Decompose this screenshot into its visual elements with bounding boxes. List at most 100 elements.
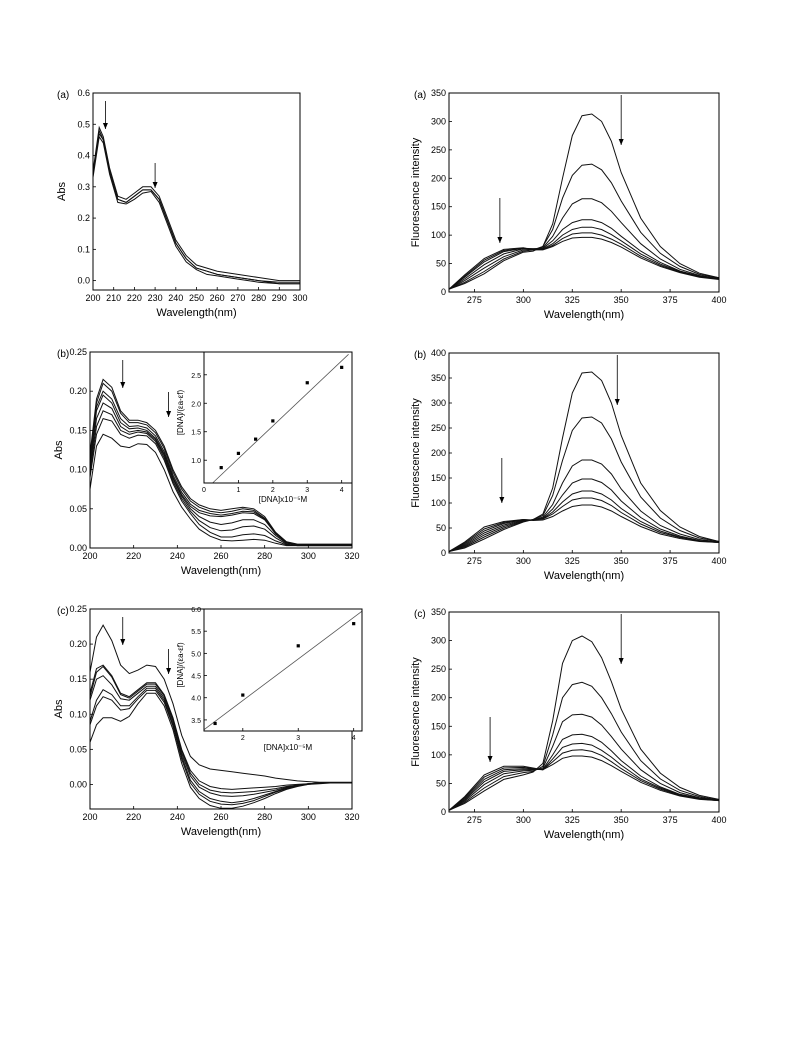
fl-b-y-tick-label: 300 (431, 398, 446, 408)
fl-b-y-tick-label: 350 (431, 373, 446, 383)
uv-a-y-tick-label: 0.0 (77, 276, 90, 286)
fl-c-x-tick-label: 300 (516, 815, 531, 825)
uv-b-inset-x-title: [DNA]x10⁻⁵M (259, 495, 308, 504)
uv-b-x-tick-label: 280 (257, 551, 272, 561)
uv-c-x-tick-label: 240 (170, 812, 185, 822)
fl-c-y-tick-label: 300 (431, 636, 446, 646)
uv-a-arrow-1 (102, 101, 108, 129)
fl-b-series-line-5 (449, 490, 719, 552)
fl-a-x-axis-title: Wavelength(nm) (544, 309, 624, 321)
fl-c-y-tick-label: 250 (431, 664, 446, 674)
uv-c-inset-x-title: [DNA]x10⁻⁵M (264, 743, 313, 752)
uv-b-y-tick-label: 0.25 (69, 347, 87, 357)
uv-c-inset-axes-frame (203, 608, 363, 732)
uv-c-x-tick-label: 300 (301, 812, 316, 822)
uv-b-panel-label: (b) (57, 349, 69, 360)
fl-a-y-tick-label: 200 (431, 173, 446, 183)
uv-c-y-tick-label: 0.20 (69, 639, 87, 649)
uv-a-arrow-head (152, 182, 158, 188)
uv-c-x-axis-title: Wavelength(nm) (181, 826, 261, 838)
uv-a-y-tick-label: 0.3 (77, 182, 90, 192)
fl-a-arrow-head (497, 237, 503, 243)
uv-c-x-tick-label: 280 (257, 812, 272, 822)
fl-c-x-axis-title: Wavelength(nm) (544, 829, 624, 841)
fl-b-y-tick-label: 50 (436, 523, 446, 533)
uv-a-x-tick-label: 250 (189, 293, 204, 303)
uv-a-chart: 200 210 220 230 240 250 260 270 280 290 300 0.0 0.1 0… (56, 88, 308, 319)
fl-b-x-tick-label: 275 (467, 556, 482, 566)
uv-c-x-tick-label: 260 (213, 812, 228, 822)
fl-c-arrow-1 (618, 614, 624, 664)
uv-c-inset-y-tick-label: 5.5 (191, 629, 201, 636)
uv-c-series-line-7 (90, 692, 352, 809)
fl-a-chart: 275 300 325 350 375 400 0 50 100 150 200 250 300 350 (… (410, 88, 727, 321)
uv-b-inset-y-title: [DNA]/(εa-εf) (176, 389, 185, 435)
fl-c-y-tick-label: 0 (441, 807, 446, 817)
uv-c-inset: 2 3 4 3.5 4.0 4.5 5.0 5.5 6.0 [DNA]x10⁻⁵M [DNA]/(ε… (176, 607, 363, 752)
fl-b-x-tick-label: 375 (663, 556, 678, 566)
uv-c-inset-y-tick-label: 3.5 (191, 718, 201, 725)
uv-c-inset-x-tick-label: 4 (352, 735, 356, 742)
fl-b-arrow-1 (614, 355, 620, 405)
uv-a-y-tick-label: 0.5 (77, 119, 90, 129)
fl-b-series-line-3 (449, 459, 719, 552)
fl-b-y-tick-label: 200 (431, 448, 446, 458)
fl-c-series-line-7 (449, 755, 719, 811)
fl-c-y-tick-label: 200 (431, 693, 446, 703)
fl-b-series-line-2 (449, 416, 719, 552)
fl-a-series-line-3 (449, 198, 719, 290)
uv-b-inset-point (340, 365, 344, 369)
uv-a-y-axis-title: Abs (56, 182, 68, 201)
fl-a-y-tick-label: 150 (431, 202, 446, 212)
uv-c-inset-y-tick-label: 5.0 (191, 651, 201, 658)
uv-b-y-axis-title: Abs (53, 440, 65, 459)
uv-b-series-line-7 (90, 418, 352, 547)
uv-a-x-axis-title: Wavelength(nm) (156, 307, 236, 319)
uv-b-arrow-head (120, 382, 126, 388)
uv-a-y-tick-label: 0.4 (77, 151, 90, 161)
uv-b-inset-point (271, 419, 275, 423)
uv-b-y-tick-label: 0.20 (69, 386, 87, 396)
fl-c-arrow-head (618, 658, 624, 664)
uv-b-inset-y-tick-label: 2.0 (191, 401, 201, 408)
fl-a-arrow-2 (497, 198, 503, 243)
fl-b-arrow-2 (499, 458, 505, 503)
fl-c-x-tick-label: 400 (711, 815, 726, 825)
fl-b-chart: 275 300 325 350 375 400 0 50 100 150 200 250 300 350 4… (410, 348, 727, 582)
uv-b-series-line-5 (90, 402, 352, 546)
fl-b-arrow-head (614, 399, 620, 405)
fl-c-chart: 275 300 325 350 375 400 0 50 100 150 200 250 300 350 (… (410, 607, 727, 841)
uv-c-y-tick-label: 0.10 (69, 709, 87, 719)
fl-b-series-line-6 (449, 497, 719, 552)
fl-b-y-tick-label: 250 (431, 423, 446, 433)
fl-c-series-line-2 (449, 681, 719, 811)
fl-c-panel-label: (c) (414, 609, 426, 620)
uv-a-y-tick-label: 0.1 (77, 244, 90, 254)
fl-a-arrow-1 (618, 95, 624, 145)
uv-c-inset-x-tick-label: 2 (241, 735, 245, 742)
uv-a-x-tick-label: 280 (251, 293, 266, 303)
fl-a-x-tick-label: 350 (614, 295, 629, 305)
uv-b-inset-axes-frame (203, 351, 353, 484)
fl-c-x-tick-label: 375 (663, 815, 678, 825)
fl-b-panel-label: (b) (414, 350, 426, 361)
uv-c-series-line-4 (90, 675, 352, 797)
uv-b-inset-point (236, 451, 241, 455)
fl-b-x-tick-label: 300 (516, 556, 531, 566)
uv-a-series-line-2 (93, 128, 300, 283)
uv-b-y-tick-label: 0.15 (69, 425, 87, 435)
uv-a-axes-frame (92, 92, 301, 291)
fl-a-x-tick-label: 275 (467, 295, 482, 305)
fl-c-y-tick-label: 100 (431, 750, 446, 760)
uv-c-inset-point (241, 693, 245, 697)
uv-b-inset-point (305, 381, 309, 385)
uv-c-inset-fit-line (203, 610, 363, 730)
fl-b-x-tick-label: 325 (565, 556, 580, 566)
uv-c-y-tick-label: 0.00 (69, 779, 87, 789)
uv-c-inset-point (296, 644, 300, 648)
fl-a-series-line-7 (449, 236, 719, 290)
uv-c-panel-label: (c) (57, 606, 69, 617)
uv-b-series-line-8 (90, 433, 352, 547)
uv-c-inset-y-tick-label: 6.0 (191, 607, 201, 614)
